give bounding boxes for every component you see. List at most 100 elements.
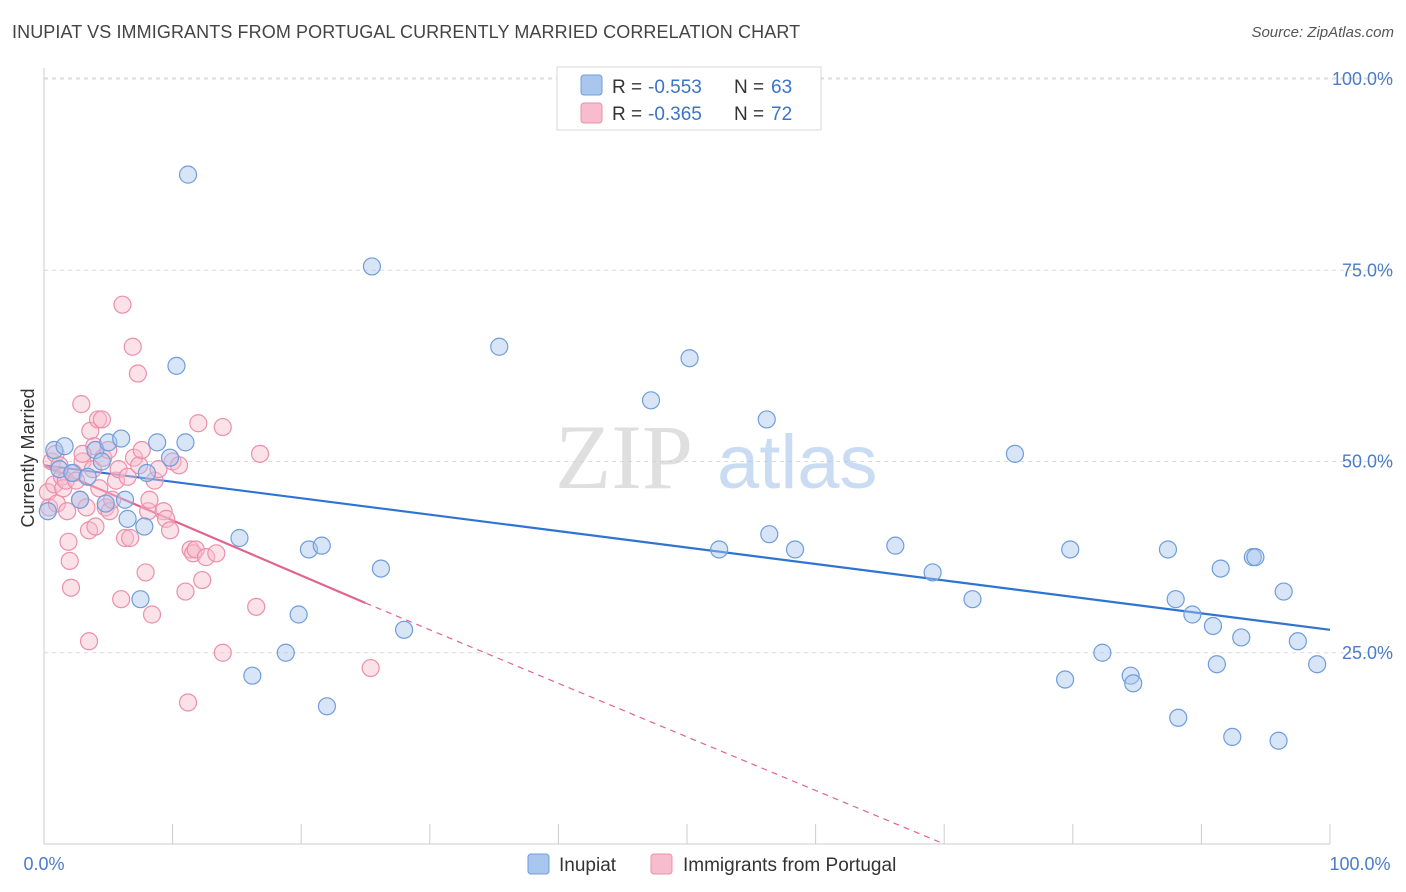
inupiat-point	[923, 563, 942, 582]
portugal-point	[193, 570, 212, 590]
legend-swatch-inupiat	[580, 74, 603, 96]
portugal-point	[130, 456, 149, 475]
portugal-point	[123, 337, 142, 356]
legend-n-label: N =	[734, 104, 764, 125]
legend-r-value: -0.553	[648, 77, 702, 98]
inupiat-point	[1269, 731, 1288, 750]
inupiat-point	[167, 356, 186, 375]
inupiat-point	[312, 536, 331, 555]
inupiat-point	[1203, 616, 1223, 636]
grid	[44, 77, 1392, 654]
inupiat-point	[1232, 628, 1251, 647]
inupiat-point	[92, 452, 111, 471]
inupiat-point	[148, 433, 167, 452]
portugal-point	[196, 548, 216, 567]
inupiat-point	[1166, 590, 1185, 609]
inupiat-point	[371, 559, 391, 578]
portugal-point	[145, 471, 164, 490]
portugal-trend-extension	[365, 602, 945, 845]
portugal-point	[59, 532, 78, 551]
inupiat-point	[757, 410, 776, 429]
portugal-point	[157, 509, 176, 528]
y-axis-title: Currently Married	[18, 388, 38, 527]
legend-r-label: R =	[612, 104, 642, 125]
inupiat-point	[317, 697, 337, 716]
inupiat-point	[1093, 643, 1112, 662]
portugal-trend-line	[43, 464, 366, 605]
legend-n-value: 63	[771, 77, 792, 98]
legend-swatch-portugal	[580, 102, 603, 124]
inupiat-point	[963, 590, 982, 609]
inupiat-point	[1183, 605, 1202, 624]
inupiat-point	[362, 257, 382, 276]
portugal-point	[79, 632, 99, 651]
inupiat-point	[78, 467, 97, 486]
inupiat-point	[1223, 727, 1242, 747]
legend-n-value: 72	[771, 104, 792, 125]
portugal-point	[250, 444, 270, 463]
y-tick-label: 100.0%	[1332, 69, 1393, 89]
series-legend: Inupiat Immigrants from Portugal	[527, 853, 896, 876]
trend-lines	[43, 464, 1331, 845]
y-tick-labels: 25.0% 50.0% 75.0% 100.0%	[1332, 69, 1393, 663]
correlation-legend: R = -0.553 N = 63 R = -0.365 N = 72	[556, 66, 822, 131]
y-tick-label: 25.0%	[1342, 643, 1393, 663]
x-tick-labels: 0.0% 100.0%	[23, 854, 1390, 874]
portugal-point	[106, 471, 126, 490]
portugal-point	[92, 410, 111, 429]
legend-label-inupiat: Inupiat	[559, 855, 617, 876]
inupiat-point	[1124, 674, 1143, 693]
inupiat-point	[1158, 540, 1178, 559]
portugal-point	[99, 440, 118, 460]
portugal-point	[139, 502, 158, 521]
inupiat-point	[38, 502, 57, 521]
x-tick-label: 0.0%	[23, 854, 64, 874]
portugal-point	[118, 467, 137, 486]
inupiat-point	[760, 525, 779, 544]
chart-title: INUPIAT VS IMMIGRANTS FROM PORTUGAL CURR…	[12, 22, 801, 42]
inupiat-point	[1246, 548, 1265, 567]
inupiat-point	[680, 349, 699, 368]
inupiat-point	[178, 165, 198, 184]
watermark-zip: ZIP	[555, 406, 693, 508]
portugal-point	[90, 479, 109, 498]
inupiat-point	[1207, 655, 1226, 674]
inupiat-point	[115, 490, 135, 509]
inupiat-point	[243, 666, 262, 685]
x-tick-label: 100.0%	[1329, 854, 1390, 874]
portugal-point	[213, 643, 232, 662]
portugal-point	[361, 658, 380, 678]
inupiat-point	[55, 437, 74, 456]
inupiat-point	[112, 429, 131, 448]
watermark-atlas: atlas	[717, 420, 878, 505]
portugal-point	[213, 417, 232, 437]
portugal-point	[72, 395, 91, 414]
portugal-point	[160, 521, 180, 540]
inupiat-point	[1288, 632, 1307, 651]
data-points	[38, 165, 1327, 750]
portugal-point	[86, 517, 105, 536]
y-tick-label: 75.0%	[1342, 260, 1393, 280]
portugal-point	[60, 551, 79, 571]
portugal-point	[132, 440, 151, 460]
inupiat-point	[137, 463, 156, 483]
inupiat-point	[785, 540, 805, 559]
chart-source: Source: ZipAtlas.com	[1251, 24, 1394, 41]
portugal-point	[128, 364, 147, 383]
portugal-point	[136, 563, 155, 582]
portugal-point	[207, 544, 226, 563]
portugal-point	[176, 582, 195, 601]
inupiat-point	[1308, 655, 1327, 674]
portugal-point	[115, 528, 135, 548]
inupiat-point	[160, 448, 180, 467]
portugal-point	[247, 597, 266, 616]
inupiat-point	[886, 536, 905, 555]
portugal-point	[61, 578, 81, 597]
inupiat-point	[96, 494, 115, 513]
portugal-point	[178, 693, 198, 712]
portugal-point	[121, 528, 140, 548]
legend-r-label: R =	[612, 77, 642, 98]
legend-swatch-inupiat	[527, 853, 550, 875]
legend-swatch-portugal	[650, 853, 673, 875]
legend-r-value: -0.365	[648, 104, 702, 125]
